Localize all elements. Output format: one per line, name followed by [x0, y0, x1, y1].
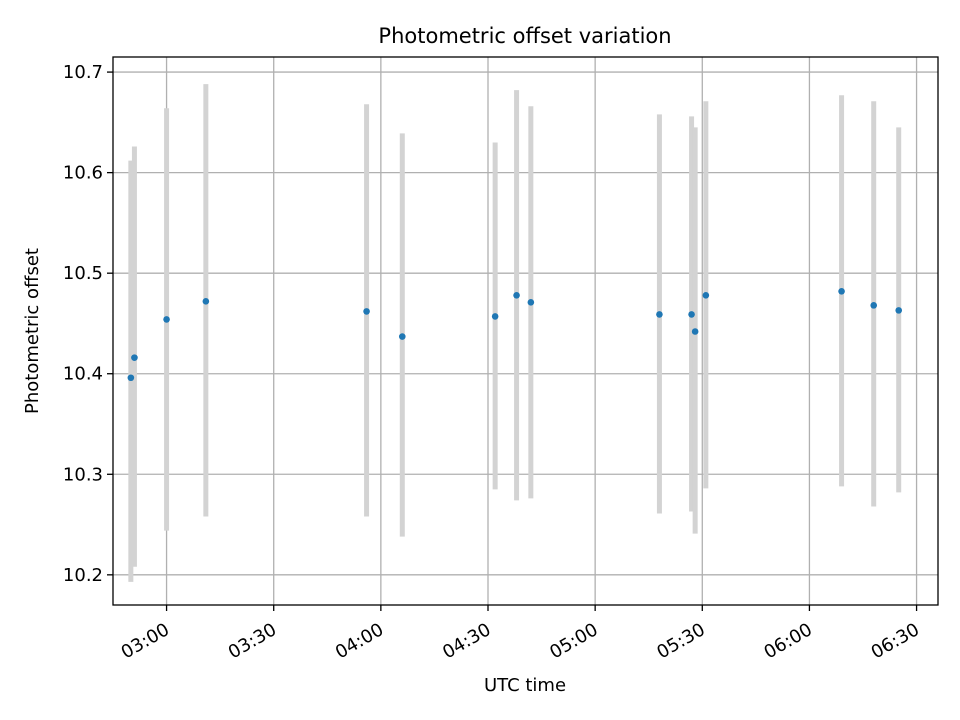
y-tick-label: 10.6 [63, 163, 103, 184]
y-tick-label: 10.5 [63, 263, 103, 284]
data-points [127, 287, 903, 382]
data-point [127, 374, 135, 382]
x-tick-label: 03:00 [118, 619, 173, 663]
y-tick-label: 10.3 [63, 464, 103, 485]
data-point [491, 313, 499, 320]
data-point [202, 298, 210, 305]
grid [113, 57, 938, 605]
data-point [702, 292, 710, 299]
y-axis-ticks: 10.2 10.3 10.4 10.5 10.6 10.7 [63, 62, 113, 586]
y-axis-label: Photometric offset [22, 248, 43, 414]
data-point [838, 287, 845, 295]
data-point [688, 311, 695, 318]
x-tick-label: 06:00 [761, 619, 816, 663]
data-point [163, 316, 170, 323]
plot-frame [112, 56, 939, 606]
y-tick-label: 10.2 [63, 565, 103, 586]
x-tick-label: 05:00 [546, 619, 601, 663]
chart-title: Photometric offset variation [378, 24, 671, 48]
data-point [398, 333, 406, 340]
data-point [513, 292, 520, 299]
data-point [895, 307, 903, 314]
data-point [691, 328, 699, 335]
x-tick-label: 03:30 [225, 619, 280, 663]
y-tick-label: 10.7 [63, 62, 103, 83]
x-tick-label: 04:00 [332, 619, 387, 663]
data-point [656, 311, 663, 318]
data-point [870, 302, 878, 309]
data-point [363, 308, 370, 315]
x-axis-ticks: 03:00 03:30 04:00 04:30 05:00 05:30 06:00 06:30 [118, 605, 923, 663]
x-tick-label: 05:30 [653, 619, 708, 663]
y-tick-label: 10.4 [63, 364, 103, 385]
x-tick-label: 04:30 [439, 619, 494, 663]
data-point [527, 299, 535, 306]
data-point [131, 354, 138, 361]
x-tick-label: 06:30 [868, 619, 923, 663]
error-bars [128, 84, 902, 582]
x-axis-label: UTC time [484, 675, 566, 696]
